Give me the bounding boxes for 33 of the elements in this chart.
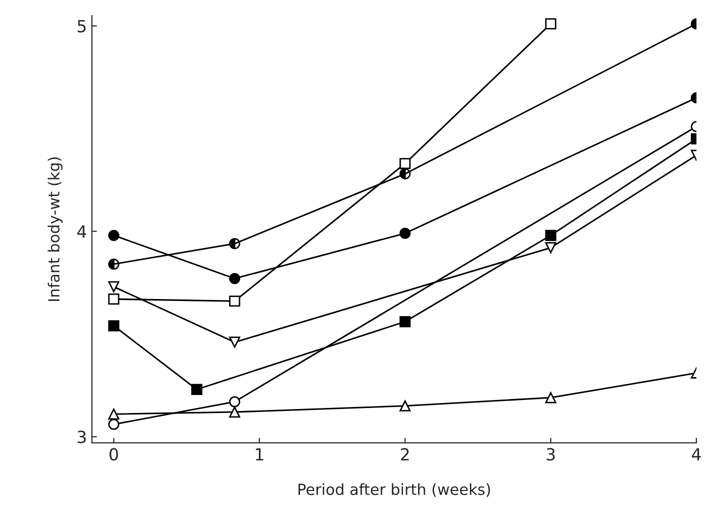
point bbox=[229, 336, 240, 348]
point bbox=[545, 392, 556, 404]
point bbox=[545, 242, 556, 254]
point bbox=[229, 396, 240, 408]
point bbox=[545, 18, 556, 30]
point bbox=[108, 258, 120, 270]
point bbox=[108, 294, 120, 305]
point bbox=[108, 418, 120, 430]
x-tick-label: 1 bbox=[256, 448, 264, 460]
point bbox=[229, 296, 240, 307]
y-tick-label: 5 bbox=[78, 20, 86, 32]
point bbox=[400, 158, 411, 170]
x-axis-title: Period after birth (weeks) bbox=[298, 483, 490, 497]
x-tick-label: 0 bbox=[110, 448, 118, 461]
y-tick-label: 3 bbox=[78, 430, 86, 444]
point bbox=[400, 228, 411, 239]
point bbox=[108, 230, 120, 241]
point bbox=[400, 316, 411, 328]
y-tick-label: 4 bbox=[77, 225, 86, 238]
x-tick-label: 4 bbox=[692, 448, 701, 460]
y-axis-title: Infant body-wt (kg) bbox=[48, 157, 63, 301]
point bbox=[191, 384, 202, 396]
point bbox=[229, 406, 240, 418]
point bbox=[229, 272, 240, 284]
point bbox=[400, 168, 411, 180]
point bbox=[108, 408, 120, 420]
point bbox=[108, 320, 120, 332]
x-tick-label: 3 bbox=[546, 448, 555, 461]
point bbox=[545, 230, 556, 241]
point bbox=[229, 238, 240, 250]
x-tick-label: 2 bbox=[400, 448, 409, 460]
point bbox=[108, 281, 120, 292]
point bbox=[400, 400, 411, 412]
